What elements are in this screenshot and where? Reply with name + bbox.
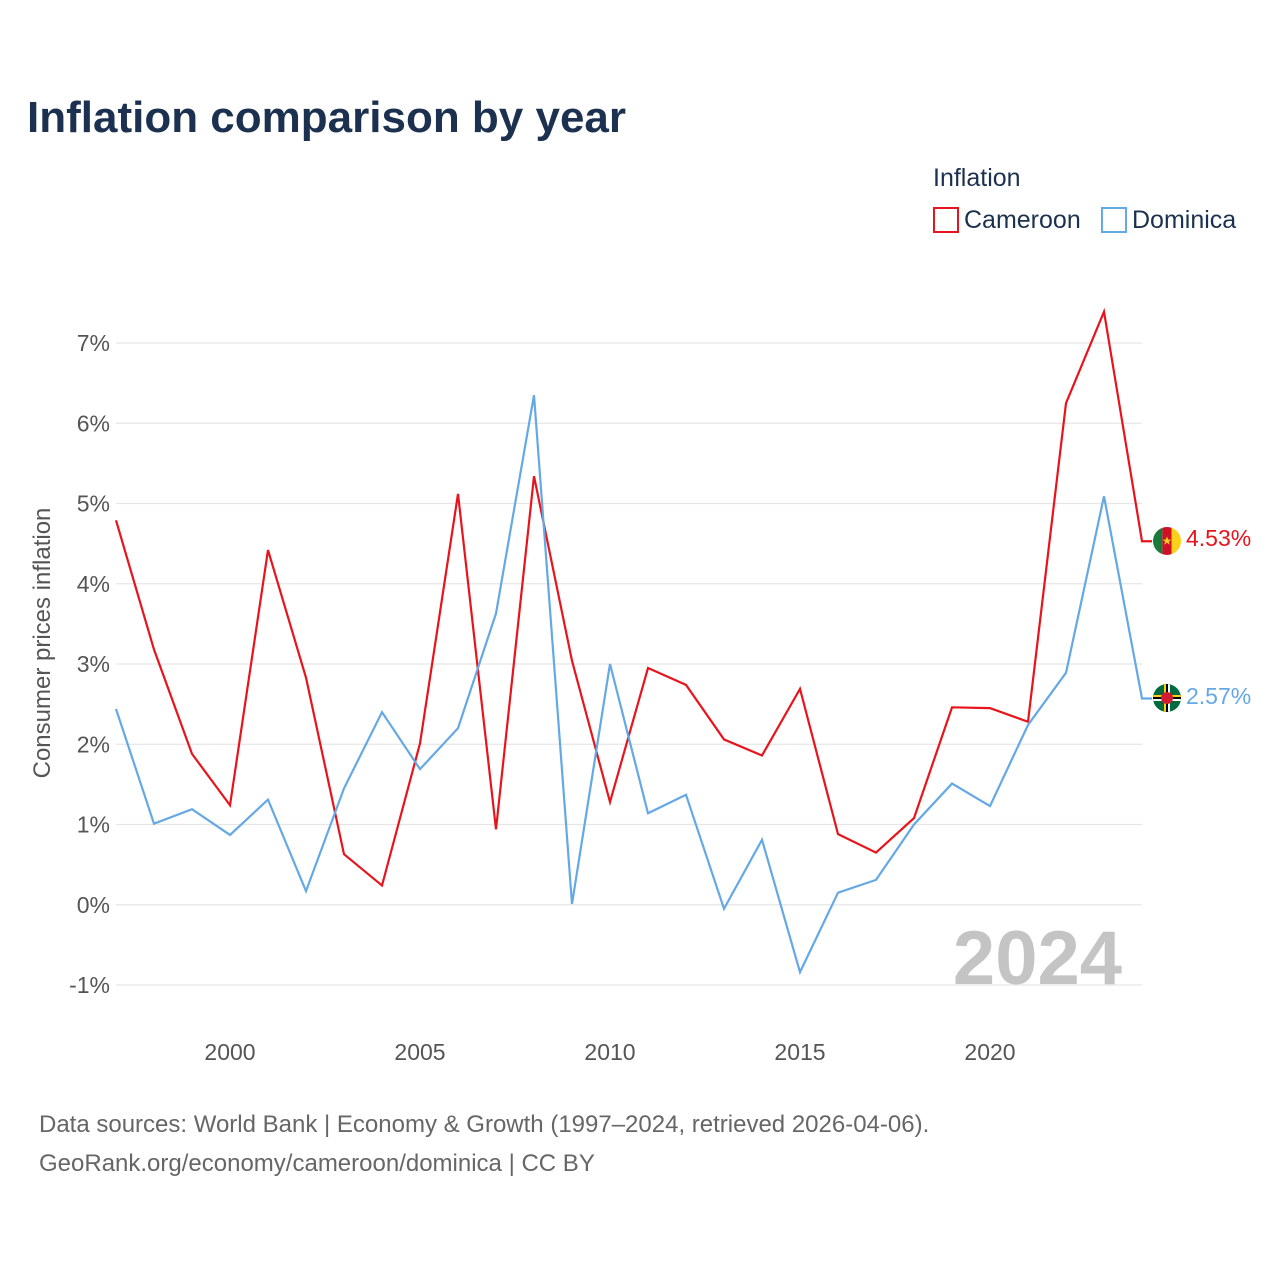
series-line-cameroon[interactable] bbox=[114, 307, 1152, 888]
source-line-1: Data sources: World Bank | Economy & Gro… bbox=[39, 1111, 929, 1138]
y-tick-label: -1% bbox=[69, 972, 110, 998]
source-line-2[interactable]: GeoRank.org/economy/cameroon/dominica | … bbox=[39, 1150, 595, 1177]
end-markers: 4.53% 2.57% bbox=[1153, 525, 1251, 712]
x-tick-label: 2020 bbox=[964, 1039, 1015, 1065]
x-tick-label: 2000 bbox=[204, 1039, 255, 1065]
y-tick-label: 0% bbox=[77, 892, 110, 918]
legend-label-cameroon[interactable]: Cameroon bbox=[964, 206, 1081, 234]
series-line-dominica[interactable] bbox=[114, 394, 1152, 976]
x-axis-ticks: 2000 2005 2010 2015 2020 bbox=[204, 1039, 1015, 1065]
y-tick-label: 2% bbox=[77, 731, 110, 757]
x-tick-label: 2005 bbox=[394, 1039, 445, 1065]
chart-title: Inflation comparison by year bbox=[27, 93, 626, 142]
cameroon-flag-icon bbox=[1153, 527, 1181, 555]
y-axis-ticks: -1% 0% 1% 2% 3% 4% 5% 6% 7% bbox=[69, 330, 110, 998]
series-lines bbox=[114, 307, 1152, 976]
year-watermark: 2024 bbox=[953, 916, 1122, 1001]
y-tick-label: 7% bbox=[77, 330, 110, 356]
legend: Inflation Cameroon Dominica bbox=[933, 164, 1236, 234]
x-tick-label: 2015 bbox=[774, 1039, 825, 1065]
y-tick-label: 6% bbox=[77, 410, 110, 436]
grid bbox=[116, 342, 1142, 986]
end-label-cameroon: 4.53% bbox=[1186, 525, 1251, 551]
dominica-flag-icon bbox=[1153, 684, 1181, 712]
y-tick-label: 3% bbox=[77, 651, 110, 677]
legend-title: Inflation bbox=[933, 164, 1021, 192]
y-tick-label: 1% bbox=[77, 812, 110, 838]
end-label-dominica: 2.57% bbox=[1186, 683, 1251, 709]
x-tick-label: 2010 bbox=[584, 1039, 635, 1065]
legend-swatch-dominica[interactable] bbox=[1101, 207, 1127, 233]
legend-swatch-cameroon[interactable] bbox=[933, 207, 959, 233]
y-tick-label: 4% bbox=[77, 571, 110, 597]
y-tick-label: 5% bbox=[77, 491, 110, 517]
y-axis-title: Consumer prices inflation bbox=[29, 508, 56, 779]
legend-label-dominica[interactable]: Dominica bbox=[1132, 206, 1236, 234]
